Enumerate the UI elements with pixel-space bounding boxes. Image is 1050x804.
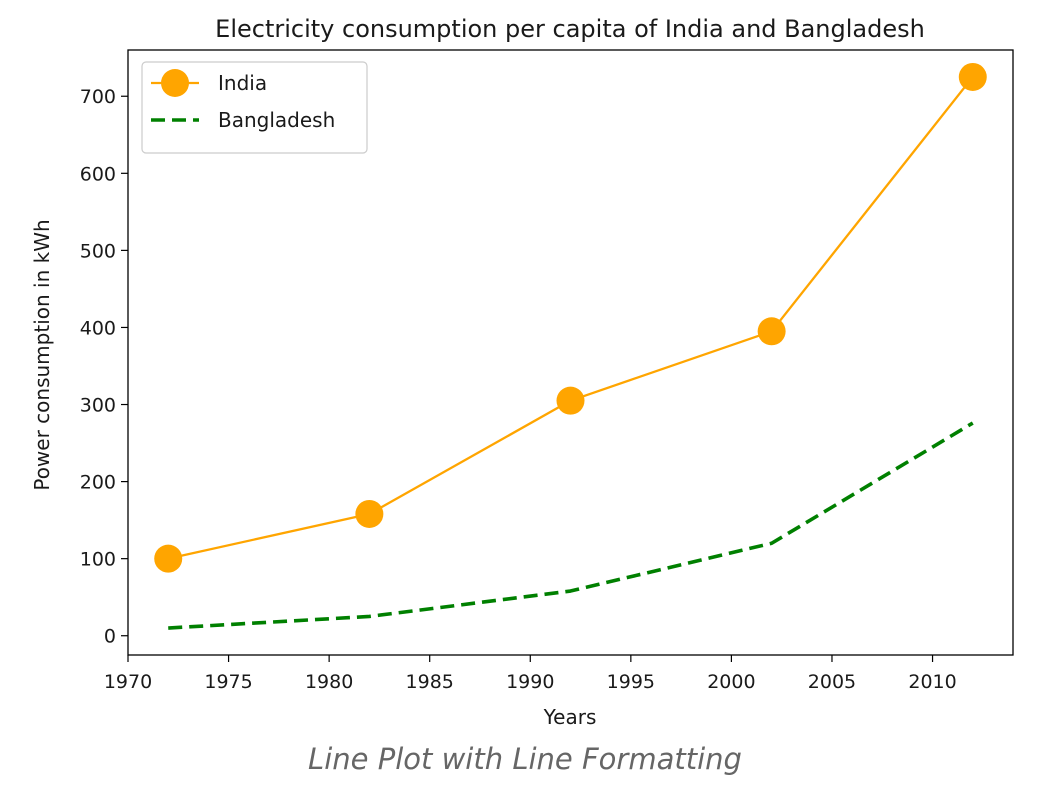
y-tick-label: 200 [80,472,116,494]
y-tick-label: 500 [80,240,116,262]
figure-caption: Line Plot with Line Formatting [308,742,742,776]
series-india-point [556,386,585,415]
y-axis-label: Power consumption in kWh [30,219,54,490]
x-tick-label: 1995 [607,671,655,693]
x-tick-label: 2005 [808,671,856,693]
series-bangladesh-line [168,421,974,630]
x-tick-label: 1975 [204,671,252,693]
y-tick-label: 100 [80,549,116,571]
series-india-point [355,499,384,528]
line-chart: 1970 1975 1980 1985 1990 1995 2000 2005 2010 0 100… [30,15,1014,729]
series-india-point [958,62,987,91]
legend: India Bangladesh [141,61,368,154]
legend-india-label: India [218,71,267,95]
legend-bangladesh-label: Bangladesh [218,108,335,132]
x-axis-label: Years [543,705,597,729]
plot-frame [127,49,1014,656]
series-india-point [757,317,786,346]
x-tick-label: 1985 [406,671,454,693]
legend-box [141,61,368,154]
legend-india-marker [161,69,189,97]
x-tick-label: 1990 [506,671,554,693]
axes: 1970 1975 1980 1985 1990 1995 2000 2005 2010 0 100… [80,86,957,693]
x-tick-label: 2010 [908,671,956,693]
y-tick-label: 0 [104,626,116,648]
y-tick-label: 400 [80,317,116,339]
series-india-point [154,544,183,573]
series-layer [154,62,987,630]
x-tick-label: 1980 [305,671,353,693]
y-tick-label: 600 [80,163,116,185]
x-tick-label: 2000 [707,671,755,693]
x-tick-label: 1970 [104,671,152,693]
y-tick-label: 300 [80,395,116,417]
chart-title: Electricity consumption per capita of In… [215,15,925,43]
y-tick-label: 700 [80,86,116,108]
